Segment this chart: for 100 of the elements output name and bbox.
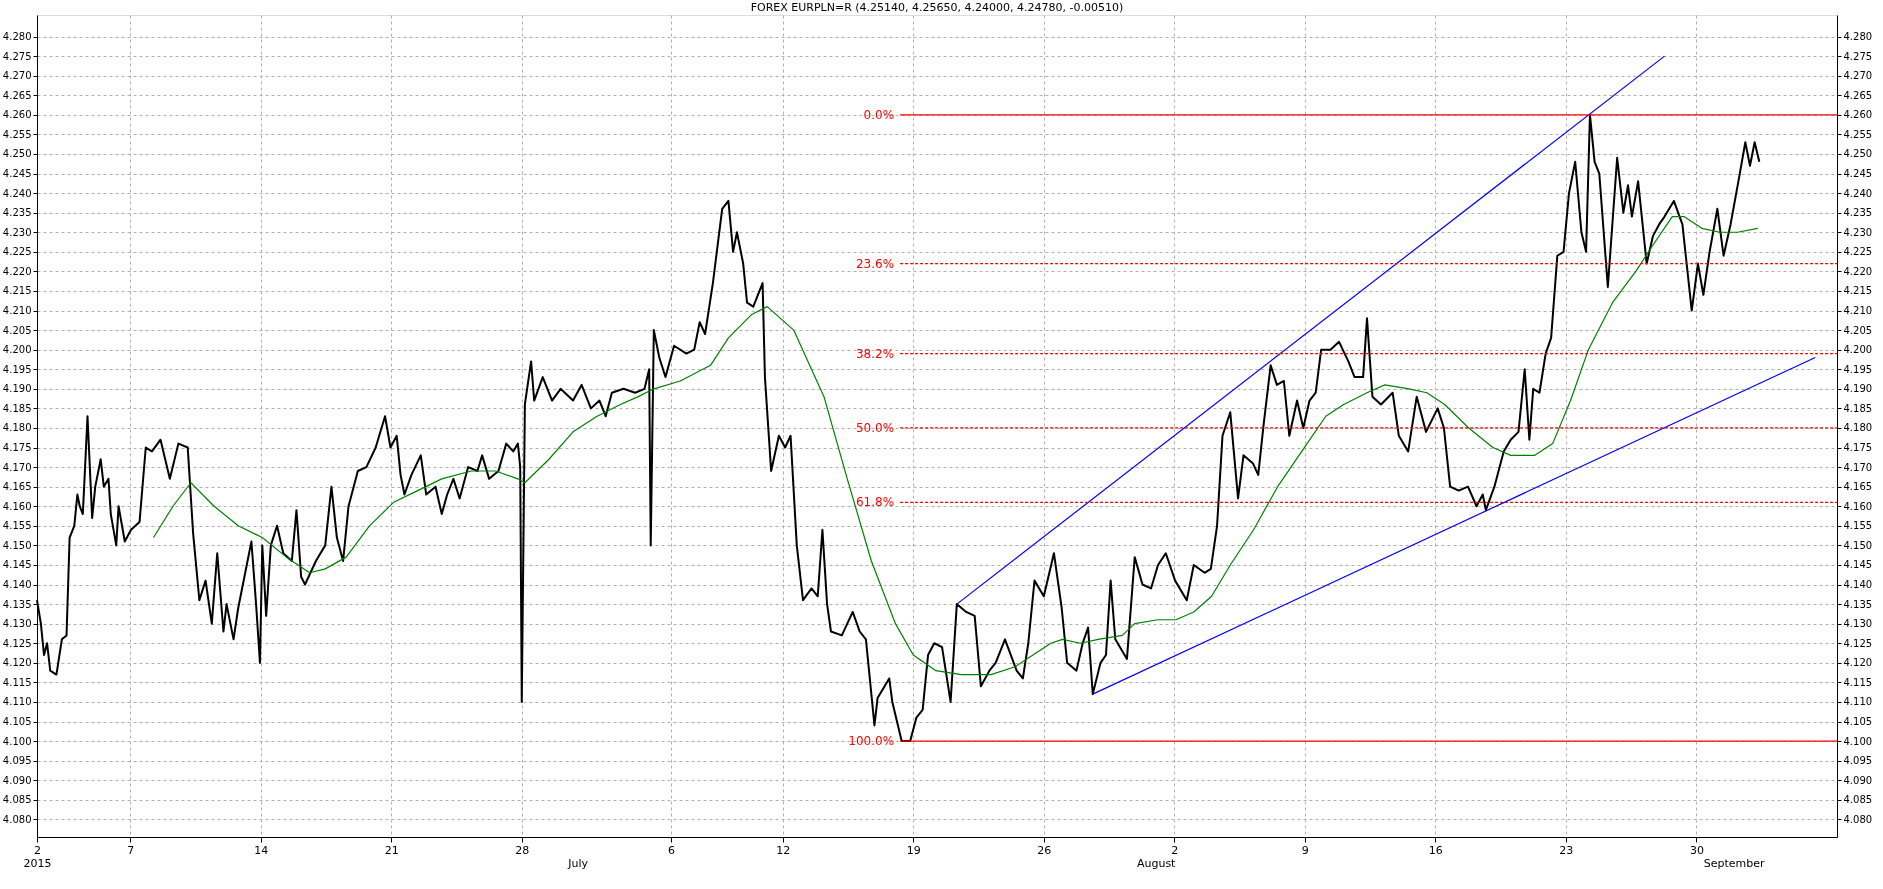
y-tick-label: 4.260	[2, 109, 32, 121]
y-tick-label: 4.220	[2, 265, 32, 277]
series-label: 0.0%	[863, 107, 895, 122]
series-label: 50.0%	[855, 420, 895, 435]
y2-tick-label: 4.175	[1843, 442, 1873, 454]
y-tick-label: 4.135	[2, 598, 32, 610]
y2-tick-label: 4.095	[1843, 755, 1873, 767]
y-tick-label: 4.270	[2, 70, 32, 82]
y-tick-label: 4.145	[2, 559, 32, 571]
series-label: 38.2%	[855, 346, 895, 361]
x-tick-label: 16	[1428, 843, 1443, 857]
y2-tick-label: 4.235	[1843, 207, 1873, 219]
y-tick-label: 4.250	[2, 148, 32, 160]
y2-tick-label: 4.085	[1843, 794, 1873, 806]
series-label: 23.6%	[855, 256, 895, 271]
x-tick-label: 19	[906, 843, 921, 857]
y-tick-label: 4.265	[2, 89, 32, 101]
series-label: 61.8%	[855, 495, 895, 510]
y2-tick-label: 4.135	[1843, 598, 1873, 610]
y-tick-label: 4.175	[2, 442, 32, 454]
y-tick-label: 4.165	[2, 481, 32, 493]
y2-tick-label: 4.120	[1843, 657, 1873, 669]
y2-tick-label: 4.110	[1843, 696, 1873, 708]
y2-tick-label: 4.190	[1843, 383, 1873, 395]
x-tick-label: 21	[384, 843, 399, 857]
y2-tick-label: 4.155	[1843, 520, 1873, 532]
y-tick-label: 4.100	[2, 735, 32, 747]
x-tick-label: 2	[34, 843, 41, 857]
y2-tick-label: 4.275	[1843, 50, 1873, 62]
y-tick-label: 4.235	[2, 207, 32, 219]
y2-tick-label: 4.165	[1843, 481, 1873, 493]
y-tick-label: 4.155	[2, 520, 32, 532]
y2-tick-label: 4.195	[1843, 363, 1873, 375]
y-tick-label: 4.085	[2, 794, 32, 806]
x2-tick-label: August	[1136, 856, 1177, 870]
y2-tick-label: 4.210	[1843, 305, 1873, 317]
y2-tick-label: 4.225	[1843, 246, 1873, 258]
y-tick-label: 4.225	[2, 246, 32, 258]
x-tick-label: 28	[515, 843, 530, 857]
y2-tick-label: 4.185	[1843, 402, 1873, 414]
y-tick-label: 4.170	[2, 461, 32, 473]
y-tick-label: 4.180	[2, 422, 32, 434]
y2-tick-label: 4.215	[1843, 285, 1873, 297]
y2-tick-label: 4.150	[1843, 539, 1873, 551]
y-tick-label: 4.230	[2, 226, 32, 238]
y-tick-label: 4.185	[2, 402, 32, 414]
y-tick-label: 4.080	[2, 813, 32, 825]
y2-tick-label: 4.130	[1843, 618, 1873, 630]
y2-tick-label: 4.090	[1843, 774, 1873, 786]
x2-tick-label: July	[567, 856, 589, 870]
y2-tick-label: 4.200	[1843, 344, 1873, 356]
line-series	[152, 215, 1759, 676]
y2-tick-label: 4.220	[1843, 265, 1873, 277]
chart-title: FOREX EURPLN=R (4.25140, 4.25650, 4.24000, 4.24780, -0.00510)	[750, 1, 1124, 14]
y2-tick-label: 4.230	[1843, 226, 1873, 238]
y2-tick-label: 4.265	[1843, 89, 1873, 101]
y2-tick-label: 4.280	[1843, 31, 1873, 43]
x-tick-label: 30	[1689, 843, 1704, 857]
y-tick-label: 4.095	[2, 755, 32, 767]
y2-tick-label: 4.245	[1843, 168, 1873, 180]
y-tick-label: 4.115	[2, 676, 32, 688]
x-tick-label: 2	[1171, 843, 1179, 857]
y2-tick-label: 4.260	[1843, 109, 1873, 121]
x2-tick-label: September	[1703, 856, 1766, 870]
x-tick-label: 14	[254, 843, 269, 857]
y2-tick-label: 4.270	[1843, 70, 1873, 82]
series-label: 100.0%	[848, 734, 895, 749]
y2-tick-label: 4.080	[1843, 813, 1873, 825]
y-tick-label: 4.120	[2, 657, 32, 669]
y-tick-label: 4.140	[2, 579, 32, 591]
y-tick-label: 4.275	[2, 50, 32, 62]
y-tick-label: 4.125	[2, 637, 32, 649]
y2-tick-label: 4.105	[1843, 716, 1873, 728]
y2-tick-label: 4.100	[1843, 735, 1873, 747]
y-tick-label: 4.205	[2, 324, 32, 336]
y2-tick-label: 4.240	[1843, 187, 1873, 199]
y-tick-label: 4.105	[2, 716, 32, 728]
y2-tick-label: 4.125	[1843, 637, 1873, 649]
y-tick-label: 4.195	[2, 363, 32, 375]
y-tick-label: 4.210	[2, 305, 32, 317]
y-tick-label: 4.200	[2, 344, 32, 356]
y-tick-label: 4.130	[2, 618, 32, 630]
x2-tick-label: 2015	[23, 856, 52, 870]
y-tick-label: 4.190	[2, 383, 32, 395]
y2-tick-label: 4.255	[1843, 128, 1873, 140]
y-tick-label: 4.245	[2, 168, 32, 180]
y-tick-label: 4.280	[2, 31, 32, 43]
y-tick-label: 4.090	[2, 774, 32, 786]
y2-tick-label: 4.140	[1843, 579, 1873, 591]
y2-tick-label: 4.250	[1843, 148, 1873, 160]
y2-tick-label: 4.170	[1843, 461, 1873, 473]
y-tick-label: 4.255	[2, 128, 32, 140]
y2-tick-label: 4.180	[1843, 422, 1873, 434]
y2-tick-label: 4.145	[1843, 559, 1873, 571]
y2-tick-label: 4.160	[1843, 500, 1873, 512]
y2-tick-label: 4.115	[1843, 676, 1873, 688]
y-tick-label: 4.215	[2, 285, 32, 297]
x-tick-label: 12	[776, 843, 791, 857]
y2-tick-label: 4.205	[1843, 324, 1873, 336]
y-tick-label: 4.240	[2, 187, 32, 199]
